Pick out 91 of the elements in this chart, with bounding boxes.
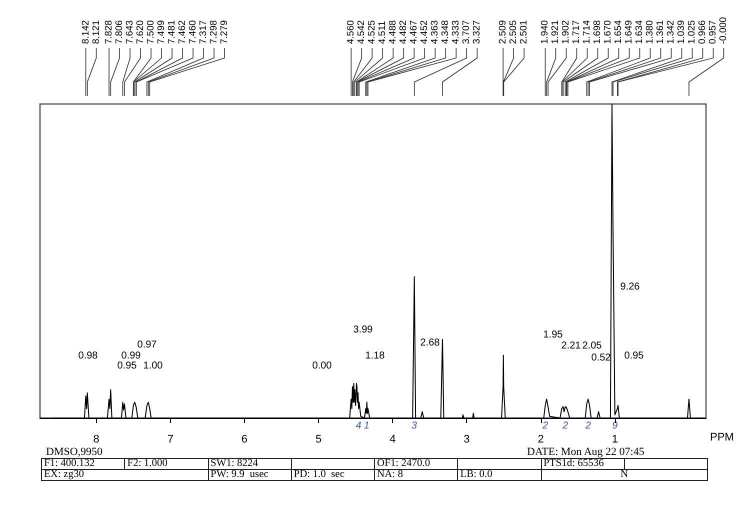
x-tick-label: 6 (241, 434, 248, 446)
annotation: 4.452 (419, 20, 430, 44)
annotation: 0.95 (624, 350, 644, 362)
annotation: 4.542 (356, 20, 368, 44)
x-tick-label: 1 (612, 434, 618, 446)
annotation: 1.649 (624, 20, 635, 44)
text: EX: zg30 (42, 469, 208, 480)
text: F1: 400.132 (42, 458, 125, 470)
annotation: 1.714 (582, 20, 593, 44)
annotation: 2.68 (420, 338, 440, 348)
annotation: 7.279 (219, 20, 230, 44)
annotation: 4.525 (366, 20, 378, 44)
annotation: 0.52 (591, 352, 612, 364)
text: PW: 9.9 usec (208, 469, 292, 480)
annotation: 4.488 (388, 20, 399, 44)
text: LB: 0.0 (458, 469, 541, 480)
annotation: 2.21 (561, 340, 582, 352)
x-tick-label: 2 (538, 434, 544, 446)
annotation: 1.361 (655, 20, 666, 44)
text: PTS1d: 65536 (541, 458, 624, 470)
text: OF1: 2470.0 (374, 458, 458, 470)
text: DMSO,9950 (46, 446, 103, 458)
text: PD: 1.0 sec (291, 469, 374, 480)
annotation: 4.348 (440, 20, 452, 44)
text: N (541, 469, 708, 480)
x-axis-title: PPM (710, 432, 734, 444)
annotation: 4.482 (398, 20, 410, 44)
annotation: 0.98 (78, 350, 98, 362)
annotation: 2 (561, 420, 568, 432)
text: SW1: 8224 (208, 458, 292, 470)
annotation: 1.18 (365, 350, 386, 362)
annotation: 4.467 (408, 20, 420, 44)
x-tick-label: 7 (167, 434, 174, 446)
annotation: 4.560 (346, 20, 357, 44)
annotation: 1.902 (560, 20, 572, 44)
annotation: 0.966 (697, 20, 708, 44)
annotation: -0.000 (718, 17, 730, 44)
annotation: 1.698 (592, 20, 604, 44)
annotation: 1.039 (676, 20, 688, 44)
annotation: 1.00 (143, 360, 164, 372)
annotation: 0.97 (137, 340, 158, 350)
annotation: 0.00 (312, 360, 332, 372)
annotation: 4.511 (377, 20, 388, 44)
annotation: 9.26 (620, 282, 640, 292)
annotation: 2.501 (518, 20, 530, 44)
annotation: 7.462 (177, 20, 188, 44)
x-tick-label: 3 (464, 434, 470, 446)
annotation: 0.957 (708, 20, 719, 44)
text: DATE: Mon Aug 22 07:45 (527, 446, 644, 458)
annotation: 1.670 (602, 20, 614, 44)
annotation: 3.99 (353, 324, 374, 336)
annotation: 7.317 (198, 20, 210, 44)
text: F2: 1.000 (124, 458, 208, 470)
annotation: 0.95 (117, 360, 138, 372)
annotation: 4.333 (450, 20, 462, 44)
x-tick-label: 4 (390, 434, 396, 446)
annotation: 1.654 (613, 20, 624, 44)
annotation: 3.707 (461, 20, 472, 44)
annotation: 7.481 (166, 20, 178, 44)
annotation: 2.05 (582, 340, 602, 352)
annotation: 7.643 (124, 20, 136, 44)
annotation: 1.025 (686, 20, 698, 44)
annotation: 4.363 (430, 20, 441, 44)
annotation: 1.380 (644, 20, 656, 44)
annotation: 2 (541, 420, 548, 432)
annotation: 1.921 (550, 20, 562, 44)
annotation: 2.505 (508, 20, 520, 44)
annotation: 1 (364, 420, 370, 432)
text: NA: 8 (374, 469, 458, 480)
annotation: 0.99 (121, 350, 142, 362)
annotation: 3 (411, 420, 418, 432)
x-tick-label: 8 (93, 434, 100, 446)
x-tick-label: 5 (315, 434, 322, 446)
annotation: 7.460 (188, 20, 199, 44)
annotation: 2.509 (498, 20, 509, 44)
annotation: 7.828 (104, 20, 115, 44)
annotation: 1.95 (543, 330, 564, 340)
annotation: 1.342 (666, 20, 677, 44)
annotation: 7.499 (156, 20, 168, 44)
annotation: 1.940 (540, 20, 551, 44)
annotation: 8.121 (90, 20, 102, 44)
annotation: 4 (356, 420, 362, 432)
annotation: 7.806 (114, 20, 126, 44)
annotation: 1.634 (634, 20, 646, 44)
annotation: 7.620 (135, 20, 146, 44)
annotation: 7.500 (146, 20, 157, 44)
annotation: 2 (584, 420, 592, 432)
annotation: 7.298 (208, 20, 220, 44)
annotation: 3.327 (472, 20, 483, 44)
annotation: 1.717 (571, 20, 582, 44)
annotation: 8.142 (80, 20, 92, 44)
